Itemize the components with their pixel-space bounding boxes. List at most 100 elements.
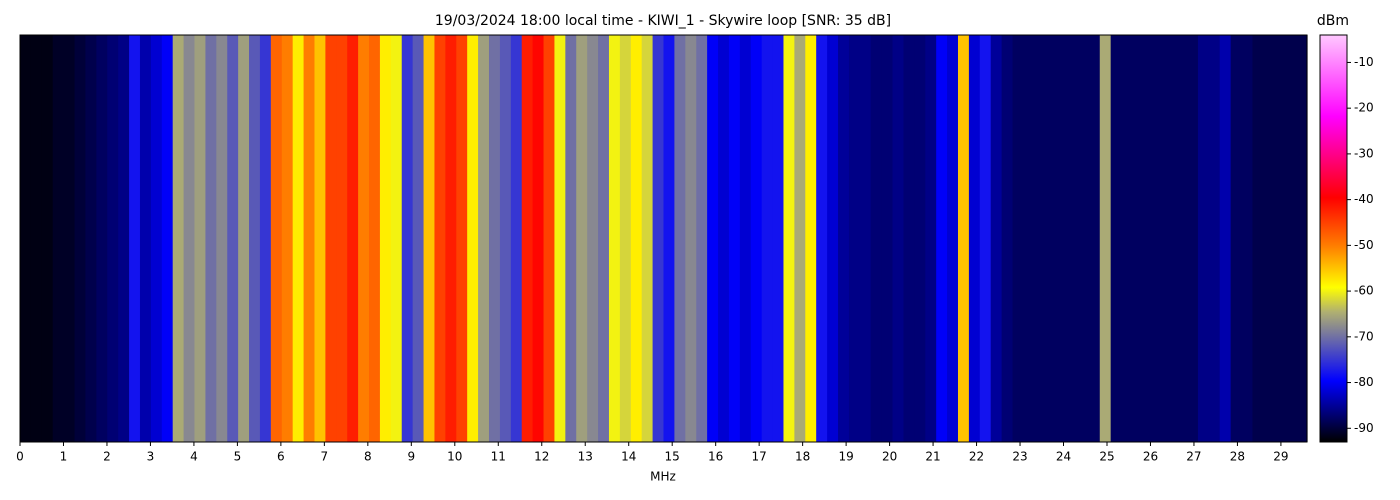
spectrum-column xyxy=(1154,35,1166,442)
spectrum-column xyxy=(979,35,992,442)
spectrum-column xyxy=(1208,35,1221,442)
spectrum-column xyxy=(1067,35,1079,442)
spectrum-column xyxy=(881,35,894,442)
spectrum-column xyxy=(292,35,305,442)
spectrum-column xyxy=(914,35,926,442)
spectrum-column xyxy=(488,35,501,442)
spectrum-column xyxy=(259,35,272,442)
spectrum-column xyxy=(194,35,207,442)
x-tick-label: 27 xyxy=(1186,450,1201,464)
spectrum-column xyxy=(1187,35,1199,442)
colorbar xyxy=(1319,34,1348,443)
spectrum-column xyxy=(1197,35,1210,442)
spectrum-column xyxy=(794,35,806,442)
spectrum-column xyxy=(608,35,621,442)
spectrum-column xyxy=(947,35,959,442)
spectrum-column xyxy=(478,35,490,442)
spectrum-column xyxy=(139,35,152,442)
spectrum-column xyxy=(1263,35,1275,442)
spectrum-column xyxy=(957,35,970,442)
spectrum-column xyxy=(1056,35,1068,442)
spectrum-column xyxy=(63,35,76,442)
colorbar-tick-label: -40 xyxy=(1354,192,1374,206)
spectrum-column xyxy=(783,35,795,442)
spectrum-column xyxy=(816,35,828,442)
spectrum-column xyxy=(892,35,905,442)
x-tick-label: 4 xyxy=(190,450,198,464)
spectrum-column xyxy=(1143,35,1155,442)
spectrum-column xyxy=(412,35,425,442)
spectrum-column xyxy=(1099,35,1112,442)
spectrum-column xyxy=(336,35,348,442)
spectrum-column xyxy=(968,35,981,442)
x-tick-label: 5 xyxy=(234,450,242,464)
spectrum-column xyxy=(1088,35,1101,442)
spectrum-column xyxy=(1274,35,1286,442)
spectrum-column xyxy=(925,35,937,442)
spectrum-column xyxy=(1012,35,1025,442)
x-tick-label: 0 xyxy=(16,450,24,464)
spectrum-column xyxy=(41,35,54,442)
spectrum-column xyxy=(521,35,534,442)
spectrum-column xyxy=(52,35,65,442)
spectrum-column xyxy=(718,35,730,442)
spectrum-column xyxy=(532,35,545,442)
spectrum-column xyxy=(739,35,752,442)
spectrum-column xyxy=(630,35,643,442)
x-tick-label: 15 xyxy=(665,450,680,464)
spectrum-column xyxy=(576,35,588,442)
colorbar-tick-label: -70 xyxy=(1354,329,1374,343)
spectrum-column xyxy=(761,35,774,442)
spectrum-column xyxy=(663,35,676,442)
spectrum-column xyxy=(20,35,32,442)
spectrum-column xyxy=(750,35,763,442)
spectrum-column xyxy=(1176,35,1188,442)
spectrum-column xyxy=(827,35,839,442)
plot-frame xyxy=(19,34,1308,443)
spectrum-column xyxy=(96,35,108,442)
x-tick-label: 18 xyxy=(795,450,810,464)
spectrum-column xyxy=(1241,35,1254,442)
spectrum-column xyxy=(456,35,468,442)
x-tick-label: 3 xyxy=(147,450,155,464)
x-tick-label: 9 xyxy=(407,450,415,464)
spectrum-column xyxy=(347,35,359,442)
x-tick-label: 1 xyxy=(60,450,68,464)
spectrum-column xyxy=(641,35,654,442)
x-tick-label: 6 xyxy=(277,450,285,464)
x-tick-label: 2 xyxy=(103,450,111,464)
spectrum-column xyxy=(1045,35,1057,442)
spectrum-column xyxy=(379,35,392,442)
spectrum-column xyxy=(554,35,566,442)
x-tick-label: 10 xyxy=(447,450,462,464)
spectrum-column xyxy=(510,35,523,442)
x-tick-label: 17 xyxy=(752,450,767,464)
spectrum-column xyxy=(619,35,632,442)
spectrum-column xyxy=(565,35,577,442)
spectrum-column xyxy=(1165,35,1177,442)
spectrum-column xyxy=(499,35,512,442)
colorbar-tick-label: -80 xyxy=(1354,375,1374,389)
x-tick-label: 14 xyxy=(621,450,636,464)
spectrum-column xyxy=(205,35,217,442)
spectrum-column xyxy=(314,35,326,442)
spectrum-column xyxy=(107,35,119,442)
colorbar-tick-label: -10 xyxy=(1354,55,1374,69)
colorbar-label: dBm xyxy=(1317,13,1349,29)
colorbar-tick-label: -30 xyxy=(1354,146,1374,160)
spectrum-column xyxy=(129,35,141,442)
spectrum-column xyxy=(1034,35,1046,442)
spectrum-column xyxy=(358,35,370,442)
spectrum-column xyxy=(805,35,817,442)
x-tick-label: 7 xyxy=(321,450,329,464)
colorbar-tick-label: -90 xyxy=(1354,421,1374,435)
spectrum-column xyxy=(30,35,43,442)
spectrum-column xyxy=(1023,35,1035,442)
spectrum-column xyxy=(990,35,1003,442)
spectrum-column xyxy=(74,35,87,442)
spectrum-column xyxy=(707,35,719,442)
spectrum-column xyxy=(303,35,316,442)
spectrum-column xyxy=(172,35,185,442)
spectrum-column xyxy=(467,35,479,442)
spectrum-column xyxy=(903,35,915,442)
